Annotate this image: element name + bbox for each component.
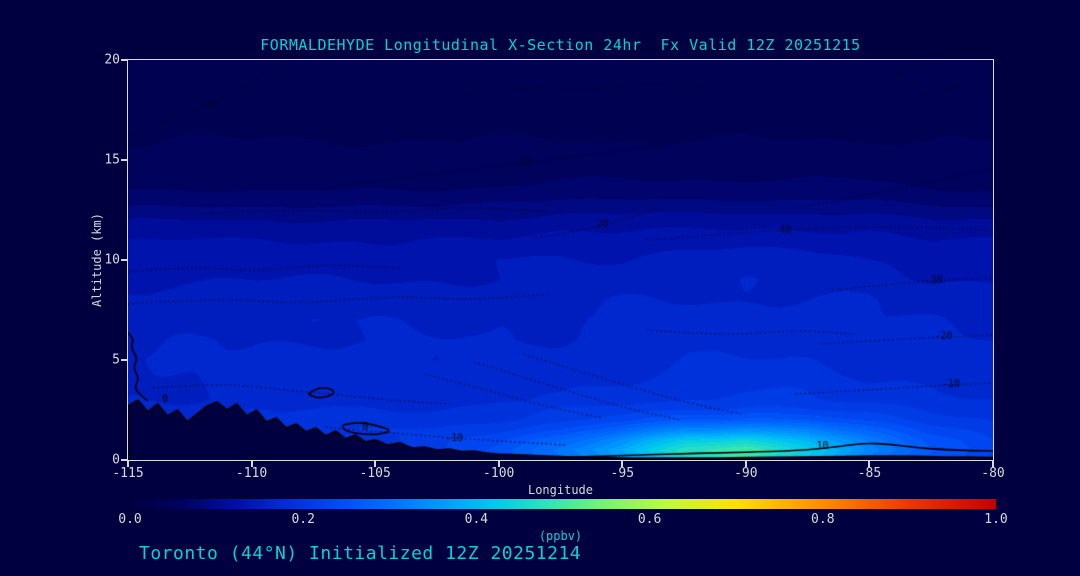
x-tick-label: -100 bbox=[483, 466, 515, 481]
x-axis-tick bbox=[497, 461, 500, 467]
x-tick-label: -90 bbox=[734, 466, 758, 481]
colorbar-gradient bbox=[130, 499, 996, 509]
x-tick-label: -105 bbox=[359, 466, 391, 481]
x-tick-label: -115 bbox=[112, 466, 144, 481]
colorbar-tick-label: 1.0 bbox=[984, 512, 1008, 527]
x-axis-tick bbox=[744, 461, 747, 467]
y-axis-tick bbox=[121, 359, 127, 361]
y-tick-label: 10 bbox=[104, 252, 120, 268]
x-axis-tick bbox=[621, 461, 624, 467]
y-tick-label: 20 bbox=[104, 52, 120, 68]
x-axis-label: Longitude bbox=[527, 483, 594, 497]
y-axis-tick bbox=[121, 259, 127, 261]
chart-title: FORMALDEHYDE Longitudinal X-Section 24hr… bbox=[260, 36, 861, 54]
y-axis-tick bbox=[121, 59, 127, 61]
colorbar-tick-label: 0.4 bbox=[464, 512, 489, 527]
y-tick-label: 15 bbox=[104, 152, 120, 168]
plot-frame bbox=[127, 59, 994, 461]
contour-plot-canvas bbox=[128, 60, 993, 460]
y-tick-label: 0 bbox=[112, 452, 120, 468]
initialization-annotation: Toronto (44°N) Initialized 12Z 20251214 bbox=[139, 543, 582, 564]
colorbar-tick-label: 0.8 bbox=[811, 512, 835, 527]
colorbar-tick-label: 0.2 bbox=[291, 512, 315, 527]
y-axis-tick bbox=[121, 459, 127, 461]
x-tick-label: -95 bbox=[610, 466, 635, 481]
x-axis-tick bbox=[250, 461, 253, 467]
x-axis-tick bbox=[868, 461, 871, 467]
y-axis-tick bbox=[121, 159, 127, 161]
x-tick-label: -80 bbox=[981, 466, 1005, 481]
colorbar-units-label: (ppbv) bbox=[538, 529, 583, 543]
y-tick-label: 5 bbox=[112, 352, 120, 368]
colorbar-tick-label: 0.6 bbox=[637, 512, 662, 527]
x-axis-tick bbox=[127, 461, 129, 467]
x-tick-label: -85 bbox=[857, 466, 882, 481]
colorbar-tick-label: 0.0 bbox=[118, 512, 142, 527]
x-axis-tick bbox=[374, 461, 377, 467]
x-tick-label: -110 bbox=[235, 466, 268, 481]
x-axis-tick bbox=[992, 461, 994, 467]
